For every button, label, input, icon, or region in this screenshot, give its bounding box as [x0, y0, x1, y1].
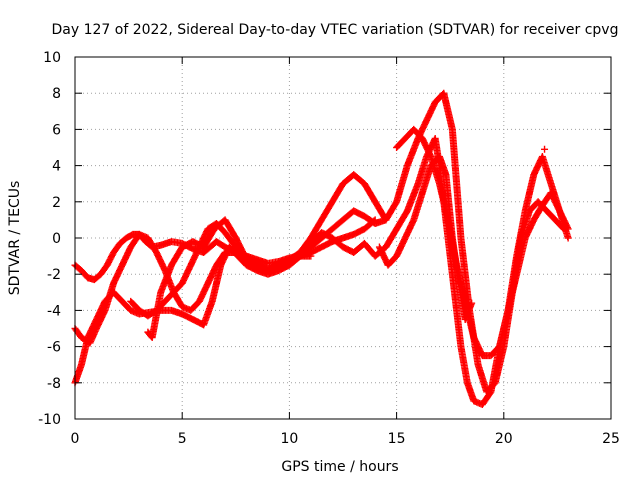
- tick-marks: [74, 56, 612, 420]
- y-tick-label: 6: [52, 122, 61, 138]
- y-tick-label: -2: [47, 267, 61, 283]
- data-point: [564, 234, 572, 242]
- x-tick-label: 20: [495, 431, 513, 447]
- data-point: [468, 299, 476, 307]
- outlier-point: [541, 145, 549, 153]
- y-tick-label: 8: [52, 86, 61, 102]
- y-tick-label: -10: [38, 412, 61, 428]
- data-points: [71, 89, 572, 409]
- y-tick-label: 2: [52, 195, 61, 211]
- series-track-g: [393, 125, 572, 360]
- chart-title: Day 127 of 2022, Sidereal Day-to-day VTE…: [52, 22, 619, 38]
- y-axis-label: SDTVAR / TECUs: [7, 181, 23, 296]
- x-tick-label: 5: [178, 431, 187, 447]
- y-tick-label: -6: [47, 340, 61, 356]
- y-tick-label: 4: [52, 159, 61, 175]
- data-point: [564, 225, 572, 233]
- x-axis-label: GPS time / hours: [281, 459, 398, 475]
- x-tick-labels: 0 5 10 15 20 25: [71, 431, 620, 447]
- x-tick-label: 0: [71, 431, 80, 447]
- y-tick-label: -8: [47, 376, 61, 392]
- y-tick-label: -4: [47, 303, 61, 319]
- x-tick-label: 10: [280, 431, 298, 447]
- y-tick-labels: -10 -8 -6 -4 -2 0 2 4 6 8 10: [38, 50, 61, 428]
- y-tick-label: 10: [43, 50, 61, 66]
- y-tick-label: 0: [52, 231, 61, 247]
- x-tick-label: 15: [388, 431, 406, 447]
- gridlines: [75, 57, 611, 419]
- x-tick-label: 25: [602, 431, 620, 447]
